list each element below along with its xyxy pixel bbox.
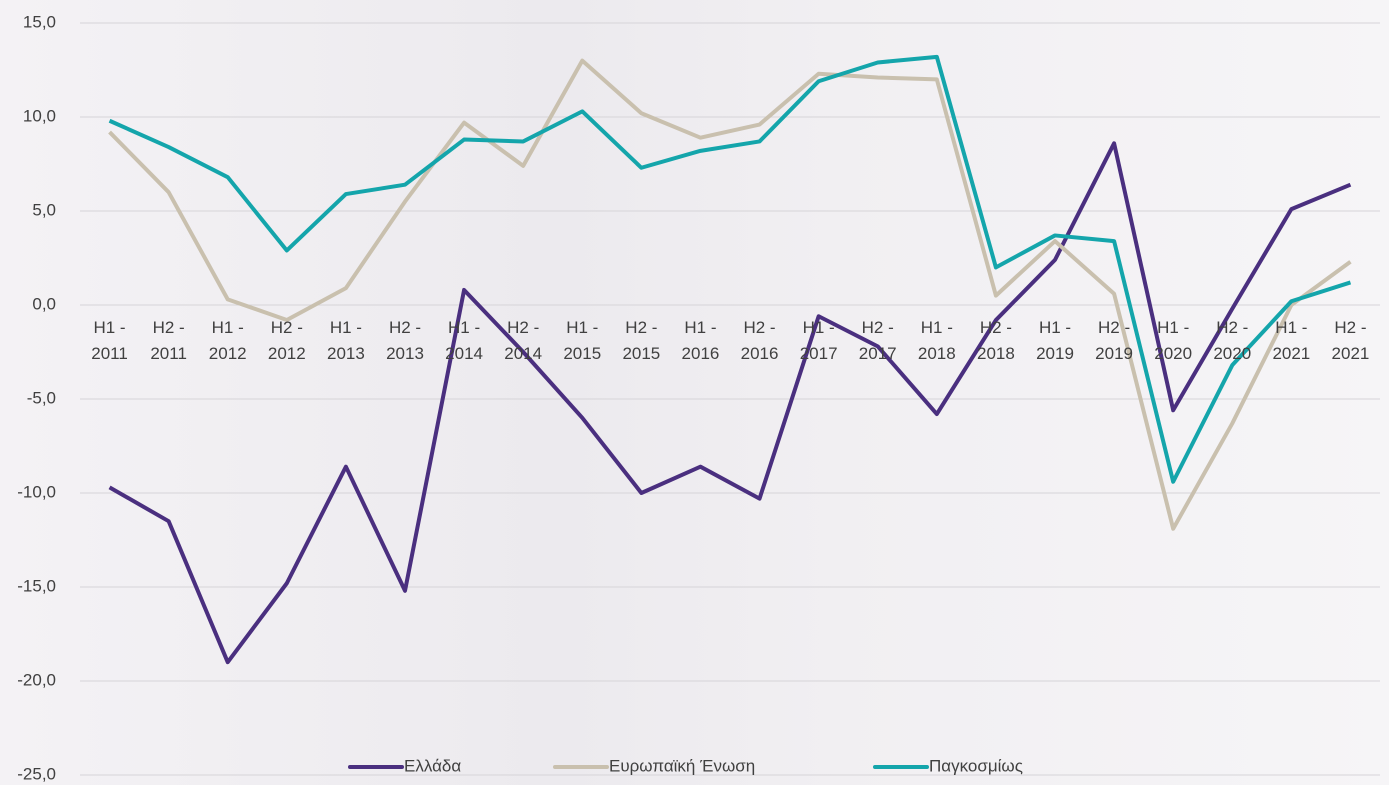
x-tick-label: H1 - 2020 xyxy=(1154,318,1193,363)
x-tick-label: H2 - 2021 xyxy=(1331,318,1370,363)
y-tick-label: 10,0 xyxy=(23,106,56,125)
series-line xyxy=(108,141,1352,665)
x-tick-label: H1 - 2017 xyxy=(799,318,838,363)
x-tick-label: H2 - 2014 xyxy=(504,318,543,363)
x-tick-label: H2 - 2015 xyxy=(622,318,661,363)
y-tick-label: -20,0 xyxy=(17,670,56,689)
legend-label: Ευρωπαϊκή Ένωση xyxy=(609,756,755,775)
x-tick-label: H1 - 2021 xyxy=(1272,318,1311,363)
x-tick-label: H1 - 2013 xyxy=(326,318,365,363)
x-tick-label: H2 - 2017 xyxy=(858,318,897,363)
legend-label: Ελλάδα xyxy=(404,756,461,775)
x-tick-label: H2 - 2013 xyxy=(386,318,424,363)
x-tick-label: H1 - 2018 xyxy=(917,318,956,363)
y-tick-label: 0,0 xyxy=(32,294,56,313)
x-tick-label: H2 - 2012 xyxy=(267,318,306,363)
y-tick-label: -25,0 xyxy=(17,764,56,783)
legend-label: Παγκοσμίως xyxy=(929,756,1023,775)
x-tick-label: H1 - 2016 xyxy=(681,318,720,363)
x-tick-label: H1 - 2011 xyxy=(91,318,128,363)
x-tick-label: H2 - 2011 xyxy=(150,318,187,363)
x-tick-label: H2 - 2019 xyxy=(1095,318,1133,363)
x-tick-label: H1 - 2015 xyxy=(563,318,602,363)
x-tick-label: H1 - 2014 xyxy=(445,318,483,363)
x-tick-label: H2 - 2018 xyxy=(976,318,1015,363)
y-tick-label: -5,0 xyxy=(27,388,56,407)
y-tick-label: -15,0 xyxy=(17,576,56,595)
x-tick-label: H1 - 2019 xyxy=(1036,318,1074,363)
y-tick-label: 5,0 xyxy=(32,200,56,219)
series-line xyxy=(108,54,1352,484)
x-tick-label: H1 - 2012 xyxy=(208,318,247,363)
x-tick-label: H2 - 2016 xyxy=(740,318,779,363)
x-tick-label: H2 - 2020 xyxy=(1213,318,1252,363)
y-tick-label: -10,0 xyxy=(17,482,56,501)
y-tick-label: 15,0 xyxy=(23,12,56,31)
series-line xyxy=(108,58,1352,531)
